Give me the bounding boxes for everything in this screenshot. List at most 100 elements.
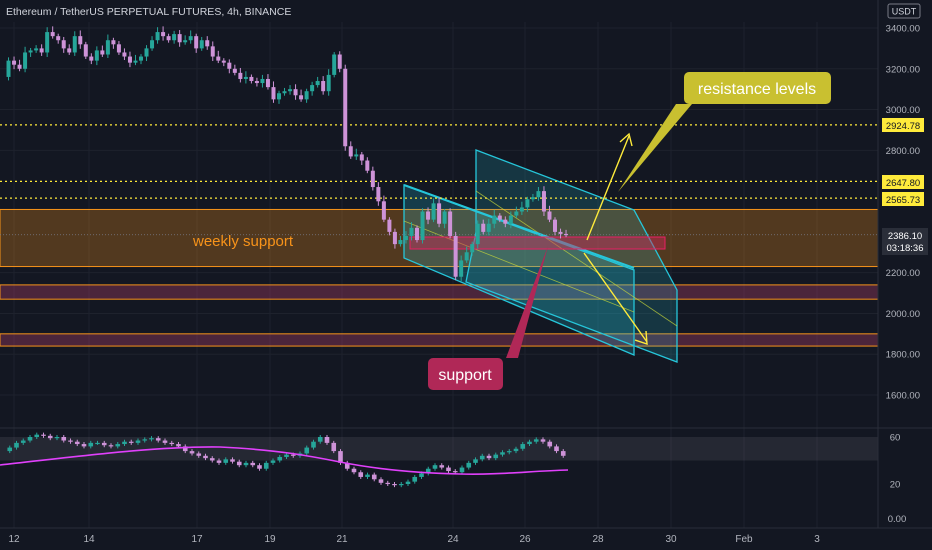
rsi-candle-body <box>34 434 40 437</box>
rsi-candle-body <box>560 451 566 456</box>
channel-support-line <box>403 184 635 269</box>
candle-body <box>188 36 193 41</box>
candle-body <box>45 32 50 53</box>
candle-body <box>6 60 11 77</box>
candle-body <box>221 60 226 63</box>
rsi-candle-body <box>270 460 276 463</box>
candle-body <box>321 81 326 92</box>
rsi-candle-body <box>533 439 539 442</box>
chart-title: Ethereum / TetherUS PERPETUAL FUTURES, 4… <box>6 6 291 18</box>
candle-body <box>89 56 94 61</box>
candle-body <box>464 252 469 261</box>
rsi-candle-body <box>338 451 343 463</box>
rsi-y-tick-label: 20 <box>890 480 901 491</box>
candle-body <box>403 235 408 241</box>
candle-body <box>459 260 464 277</box>
rsi-candle-body <box>27 437 33 441</box>
candle-body <box>486 223 491 232</box>
candle-body <box>365 160 370 171</box>
support-callout-pointer <box>506 246 548 358</box>
rsi-candle-body <box>513 448 519 452</box>
currency-badge[interactable] <box>887 3 921 19</box>
candle-body <box>519 207 524 212</box>
candle-body <box>503 219 508 224</box>
candle-body <box>282 91 287 94</box>
candle-body <box>299 95 304 100</box>
candle-body <box>442 211 447 224</box>
resistance-callout <box>684 72 831 104</box>
candle-body <box>100 50 105 55</box>
candle-body <box>12 60 17 65</box>
candle-body <box>34 48 39 51</box>
candle-body <box>453 235 458 277</box>
candle-body <box>116 44 121 53</box>
candle-body <box>155 32 160 41</box>
breakout-up-arrow <box>586 135 630 241</box>
rsi-candle-body <box>88 442 94 447</box>
svg-text:03:18:36: 03:18:36 <box>887 243 924 254</box>
rsi-candle-body <box>385 482 391 485</box>
rsi-candle-body <box>108 445 114 447</box>
candle-body <box>415 227 419 241</box>
rsi-candle-body <box>317 437 323 442</box>
candle-body <box>558 231 563 234</box>
x-tick-label: 24 <box>447 534 459 545</box>
rsi-candle-body <box>358 472 364 477</box>
rsi-candle-body <box>398 484 404 486</box>
candle-body <box>122 52 127 57</box>
rsi-band <box>0 437 878 461</box>
candle-body <box>387 219 392 232</box>
candle-body <box>67 48 72 53</box>
rsi-candle-body <box>351 468 357 473</box>
x-tick-label: 30 <box>665 534 677 545</box>
candle-body <box>254 81 259 84</box>
rsi-candle-body <box>439 465 445 468</box>
candle-body <box>50 32 55 37</box>
candle-body <box>78 36 83 45</box>
candle-body <box>547 211 552 220</box>
x-tick-label: 26 <box>519 534 531 545</box>
candle-body <box>409 227 414 236</box>
rsi-candle-body <box>554 446 559 452</box>
rsi-candle-body <box>223 459 229 463</box>
candle-body <box>326 74 331 92</box>
resistance-callout-text: resistance levels <box>698 81 816 98</box>
candle-body <box>249 76 254 82</box>
candle-body <box>481 223 486 232</box>
candle-body <box>514 211 519 216</box>
candle-body <box>277 93 281 100</box>
candle-body <box>376 187 381 202</box>
candle-body <box>205 40 210 47</box>
rsi-candle-body <box>162 440 168 443</box>
candle-body <box>315 81 320 86</box>
x-tick-label: 12 <box>8 534 20 545</box>
rsi-candle-body <box>290 454 296 456</box>
candle-body <box>348 146 353 157</box>
rsi-candle-body <box>128 441 134 443</box>
rsi-candle-body <box>196 453 202 456</box>
candle-body <box>194 36 199 49</box>
candle-body <box>172 34 177 41</box>
candle-body <box>111 40 116 45</box>
rsi-candle-body <box>371 474 377 480</box>
rsi-candle-body <box>230 459 235 462</box>
candle-body <box>161 32 166 37</box>
candle-body <box>265 78 270 88</box>
rsi-candle-body <box>243 462 249 466</box>
currency-label: USDT <box>892 7 917 17</box>
rsi-candle-body <box>74 441 80 445</box>
candle-body <box>553 219 557 232</box>
rsi-candle-body <box>365 474 370 477</box>
support-callout <box>428 358 503 390</box>
rsi-candle-body <box>81 444 87 447</box>
svg-text:2386.10: 2386.10 <box>888 231 922 242</box>
rsi-candle-body <box>446 467 451 472</box>
channel-midline-2 <box>475 190 678 327</box>
candle-body <box>61 40 66 49</box>
candle-body <box>243 76 248 79</box>
candle-body <box>530 197 535 200</box>
rsi-candle-body <box>452 471 458 473</box>
y-tick-label: 2800.00 <box>886 146 920 157</box>
